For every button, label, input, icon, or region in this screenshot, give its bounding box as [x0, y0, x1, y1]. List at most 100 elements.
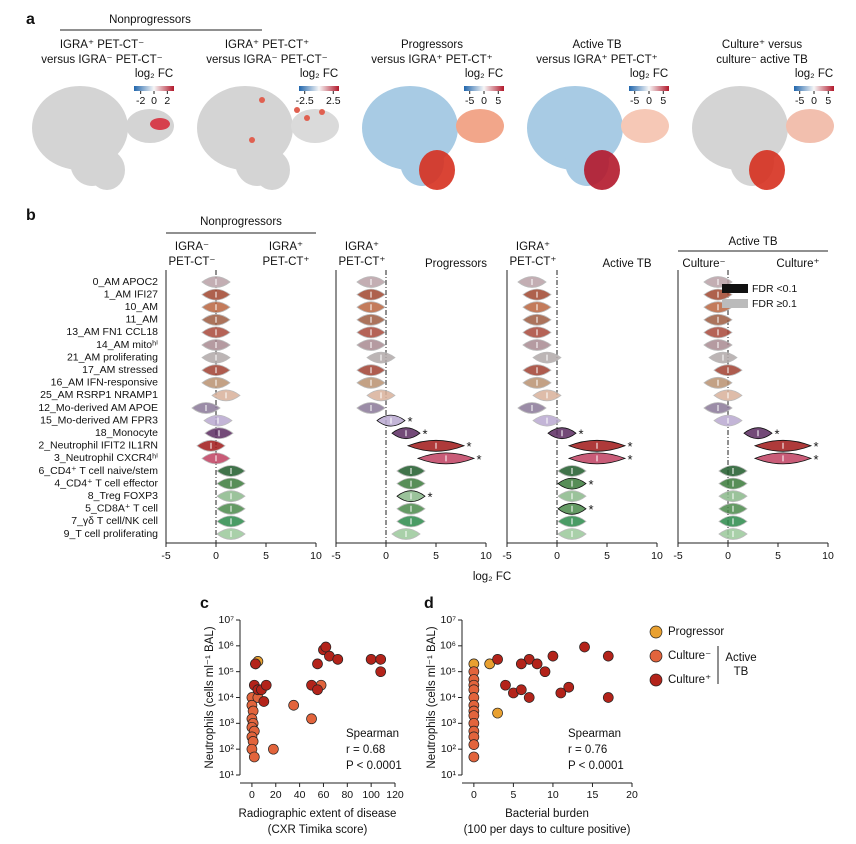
data-point: [258, 696, 270, 707]
category-label: 5_CD8A⁺ T cell: [85, 503, 158, 515]
group-label: IGRA⁺: [269, 241, 303, 253]
umap-cluster: [749, 150, 785, 190]
data-point: [500, 679, 511, 691]
data-point: [539, 666, 551, 678]
x-tick-label: 0: [213, 550, 219, 562]
data-point: [602, 692, 614, 703]
umap-cluster: [304, 115, 310, 121]
y-tick-label: 10⁵: [218, 665, 234, 677]
category-label: 12_Mo-derived AM APOE: [38, 402, 158, 414]
x-tick-label: 10: [651, 550, 663, 562]
colorbar-tick-label: 0: [151, 95, 157, 107]
x-tick-label: 5: [775, 550, 781, 562]
data-point: [563, 681, 575, 693]
group-header: Nonprogressors: [109, 14, 191, 26]
category-label: 11_AM: [126, 314, 159, 326]
legend-label: Progressor: [668, 626, 724, 638]
category-label: 13_AM FN1 CCL18: [66, 326, 158, 338]
y-tick-label: 10³: [441, 717, 457, 729]
x-tick-label: 40: [294, 789, 306, 801]
x-tick-label: 0: [471, 789, 477, 801]
data-point: [288, 699, 300, 711]
category-label: 0_AM APOC2: [93, 276, 159, 288]
category-label: 8_Treg FOXP3: [88, 490, 158, 502]
x-tick-label: 10: [822, 550, 834, 562]
x-tick-label: 0: [249, 789, 255, 801]
significance-star: *: [588, 477, 593, 492]
x-tick-label: 15: [587, 789, 599, 801]
data-point: [468, 751, 480, 763]
umap-title: versus IGRA⁻ PET-CT⁻: [41, 54, 162, 66]
category-label: 1_AM IFI27: [104, 288, 158, 300]
umap-cluster: [319, 109, 325, 115]
data-point: [365, 653, 377, 665]
legend-swatch: [722, 284, 748, 293]
x-tick-label: 0: [554, 550, 560, 562]
group-label: Culture⁺: [776, 258, 819, 270]
colorbar: [794, 86, 834, 91]
colorbar-tick-label: -5: [795, 95, 804, 107]
category-label: 17_AM stressed: [82, 364, 158, 376]
legend-label: Culture⁺: [668, 674, 711, 686]
x-tick-label: 5: [263, 550, 269, 562]
umap-cluster: [786, 109, 834, 143]
significance-star: *: [427, 490, 432, 505]
x-tick-label: 0: [725, 550, 731, 562]
y-tick-label: 10³: [219, 717, 235, 729]
group-label: Progressors: [425, 258, 487, 270]
colorbar-tick-label: 0: [811, 95, 817, 107]
significance-star: *: [588, 502, 593, 517]
x-tick-label: 10: [480, 550, 492, 562]
y-tick-label: 10⁶: [218, 640, 234, 652]
umap-cluster: [621, 109, 669, 143]
data-point: [332, 653, 344, 665]
category-label: 2_Neutrophil IFIT2 IL1RN: [38, 440, 158, 452]
stat-annotation: r = 0.68: [346, 744, 385, 756]
y-axis-label: Neutrophils (cells ml⁻¹ BAL): [426, 626, 438, 768]
category-label: 6_CD4⁺ T cell naive/stem: [38, 465, 158, 477]
group-label: PET-CT⁺: [263, 256, 310, 268]
colorbar-tick-label: 5: [495, 95, 501, 107]
umap-cluster: [254, 150, 290, 190]
data-point: [515, 658, 527, 670]
significance-star: *: [466, 439, 471, 454]
legend-swatch: [722, 299, 748, 308]
x-tick-label: 20: [270, 789, 282, 801]
x-tick-label: -5: [331, 550, 340, 562]
significance-star: *: [774, 427, 779, 442]
colorbar-tick-label: 5: [825, 95, 831, 107]
data-point: [250, 658, 261, 670]
umap-cluster: [126, 109, 174, 143]
colorbar-tick-label: -2: [136, 95, 145, 107]
colorbar-tick-label: 5: [660, 95, 666, 107]
umap-cluster: [259, 97, 265, 103]
umap-cluster: [419, 150, 455, 190]
data-point: [375, 653, 387, 665]
colorbar-label: log₂ FC: [135, 68, 173, 80]
colorbar-tick-label: 0: [646, 95, 652, 107]
significance-star: *: [578, 427, 583, 442]
stat-annotation: Spearman: [568, 728, 621, 740]
legend-marker: [649, 625, 663, 639]
data-point: [260, 679, 272, 691]
group-label: PET-CT⁻: [169, 256, 216, 268]
data-point: [579, 641, 590, 653]
group-label: IGRA⁺: [516, 241, 550, 253]
colorbar-tick-label: 2.5: [326, 95, 341, 107]
data-point: [375, 666, 387, 678]
legend-group-label: TB: [734, 666, 749, 678]
umap-title: IGRA⁺ PET-CT⁻: [60, 39, 144, 51]
x-tick-label: 60: [318, 789, 330, 801]
panel-label: d: [424, 595, 434, 612]
colorbar: [134, 86, 174, 91]
colorbar: [299, 86, 339, 91]
y-tick-label: 10¹: [441, 769, 457, 781]
data-point: [268, 743, 279, 755]
data-point: [515, 684, 527, 696]
x-axis-label: (CXR Timika score): [268, 824, 368, 836]
y-tick-label: 10²: [441, 743, 457, 755]
category-label: 4_CD4⁺ T cell effector: [54, 477, 158, 489]
category-label: 7_γδ T cell/NK cell: [71, 515, 158, 527]
y-tick-label: 10¹: [219, 769, 235, 781]
colorbar-tick-label: 0: [481, 95, 487, 107]
